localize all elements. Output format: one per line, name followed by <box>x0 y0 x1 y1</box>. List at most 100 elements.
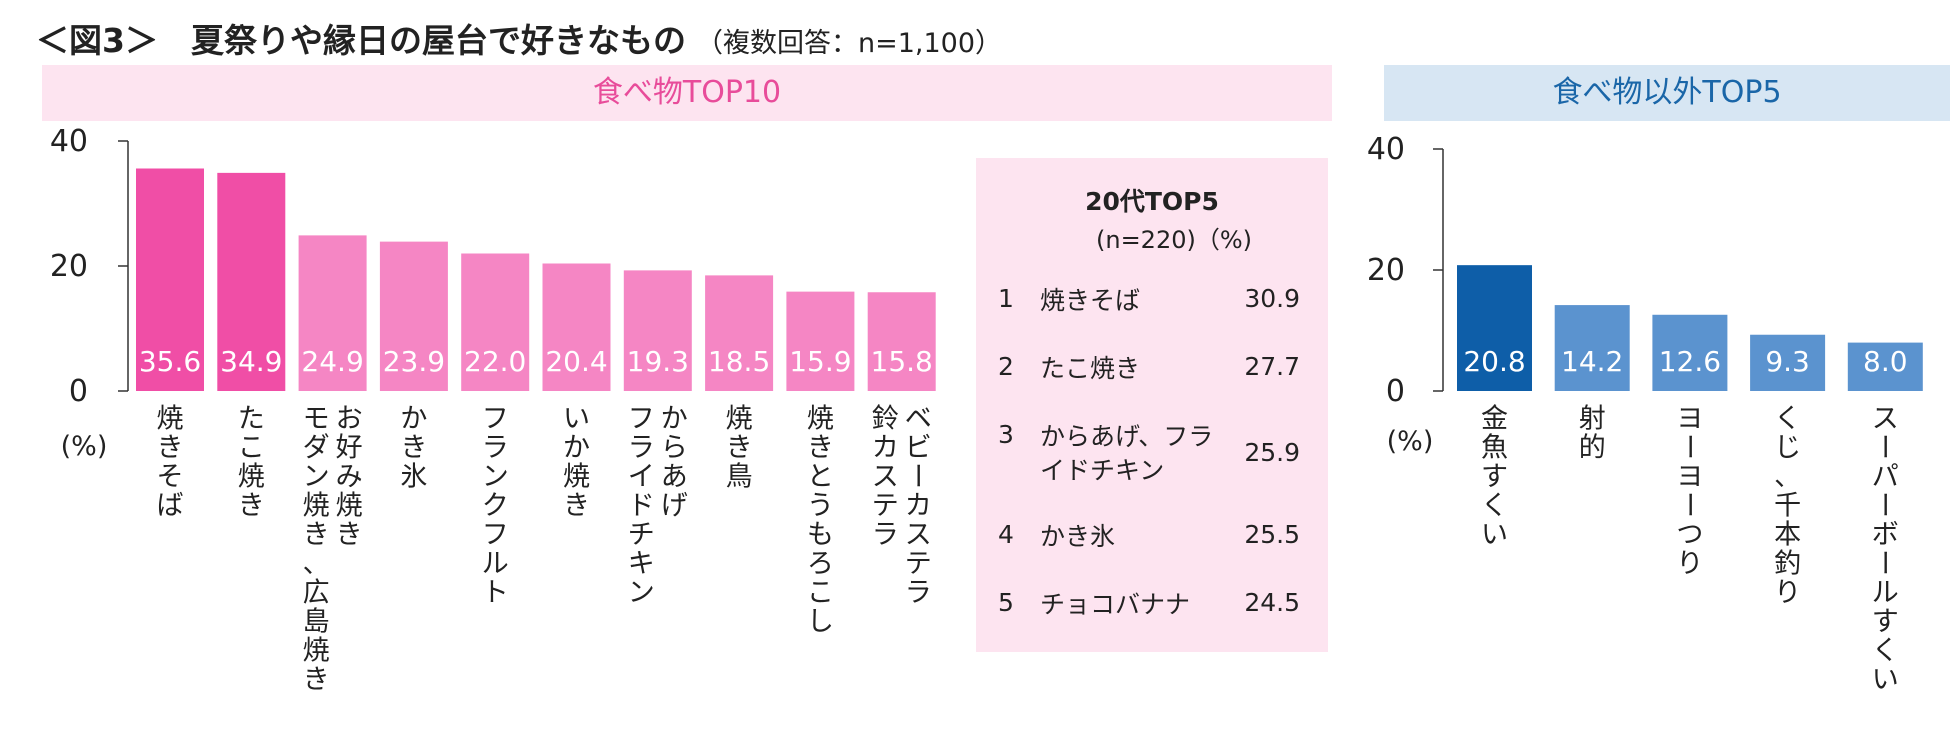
category-label-char: く <box>1481 491 1508 522</box>
rank-row: 4 かき氷 25.5 <box>976 516 1328 564</box>
category-label-char: ル <box>1872 578 1899 609</box>
rank-number: 4 <box>998 520 1014 549</box>
category-label-char: 氷 <box>400 462 427 493</box>
category-label-char: ベ <box>905 404 932 435</box>
category-label-char: ル <box>482 549 509 580</box>
category-label-char: ば <box>157 491 184 522</box>
bar <box>542 263 611 391</box>
category-label-char: き <box>336 520 363 551</box>
bar-value-label: 20.8 <box>1463 345 1525 378</box>
rank-row: 5 チョコバナナ 24.5 <box>976 584 1328 632</box>
y-tick-label: 40 <box>50 124 88 159</box>
rank-value: 25.5 <box>1244 520 1300 549</box>
bar-value-label: 15.9 <box>789 345 851 378</box>
category-label-char: イ <box>628 462 655 493</box>
y-tick-label: 0 <box>69 374 88 409</box>
category-label-char: 鳥 <box>726 462 753 493</box>
bar <box>136 168 204 391</box>
category-label-char: 的 <box>1579 433 1606 464</box>
y-axis-label: (%) <box>1387 426 1434 457</box>
category-label-char: 釣 <box>1774 549 1801 580</box>
category-label: 焼き鳥 <box>726 404 753 493</box>
y-tick-label: 40 <box>1367 132 1405 167</box>
bar-value-label: 12.6 <box>1659 345 1721 378</box>
bar-value-label: 23.9 <box>383 345 445 378</box>
rank-name: たこ焼き <box>1040 354 1141 383</box>
bar <box>461 253 530 391</box>
category-label-char: ー <box>1673 491 1704 518</box>
category-label-char: 焼 <box>336 491 363 522</box>
y-axis-label: (%) <box>61 431 108 462</box>
category-label: かき氷 <box>400 404 427 493</box>
category-label-char: き <box>238 491 265 522</box>
bar <box>298 235 367 391</box>
category-label-char: 焼 <box>303 636 330 667</box>
category-label-char: 焼 <box>726 404 753 435</box>
category-label-char: い <box>1481 520 1508 551</box>
bar <box>1457 265 1532 391</box>
category-label-char: く <box>1872 636 1899 667</box>
category-label-char: フ <box>482 404 509 435</box>
category-label-char: ー <box>1868 491 1899 518</box>
rank-value: 25.9 <box>1244 438 1300 467</box>
category-label-char: ダ <box>303 433 330 464</box>
category-label-char: ろ <box>807 549 834 580</box>
y-tick-label: 20 <box>1367 253 1405 288</box>
bar-value-label: 14.2 <box>1561 345 1623 378</box>
bar <box>786 291 855 391</box>
category-label-char: こ <box>238 433 265 464</box>
category-label-char: ヨ <box>1676 462 1703 493</box>
category-label-char: ク <box>482 491 509 522</box>
category-label-char: 島 <box>303 607 330 638</box>
bar <box>623 270 692 391</box>
category-label-char: 焼 <box>157 404 184 435</box>
category-label-char: つ <box>1676 520 1703 551</box>
category-label-char: ヨ <box>1676 404 1703 435</box>
bar <box>867 292 936 391</box>
category-label-char: そ <box>157 462 184 493</box>
category-label-char: 魚 <box>1481 433 1508 464</box>
rank-number: 3 <box>998 420 1014 449</box>
rank-name: からあげ、フライドチキン <box>1040 422 1214 485</box>
twenties-top5-box: 20代TOP5 (n=220)（%) 1 焼きそば 30.9 2 たこ焼き 27… <box>976 158 1328 652</box>
bar-value-label: 22.0 <box>464 345 526 378</box>
bar <box>1750 334 1826 391</box>
rank-name: チョコバナナ <box>1040 590 1191 619</box>
category-label-char: ラ <box>905 578 932 609</box>
category-label-char: カ <box>905 491 932 522</box>
category-label-char: 本 <box>1774 520 1801 551</box>
category-label-char: き <box>807 433 834 464</box>
rank-number: 5 <box>998 588 1014 617</box>
category-label-char: 焼 <box>238 462 265 493</box>
other-section-header: 食べ物以外TOP5 <box>1384 65 1950 121</box>
rank-name: 焼きそば <box>1040 286 1141 315</box>
category-label-char: ラ <box>628 433 655 464</box>
category-label-char: お <box>336 404 363 435</box>
category-label-char: 、 <box>303 549 330 580</box>
category-label-char: モ <box>303 404 330 435</box>
category-label-char: す <box>1481 462 1508 493</box>
rank-value: 30.9 <box>1244 284 1300 313</box>
category-label-char: ト <box>482 578 509 609</box>
category-label-char: ー <box>901 462 932 489</box>
category-label-char: 焼 <box>807 404 834 435</box>
rank-box-title: 20代TOP5 <box>1085 187 1219 216</box>
category-label-char: き <box>303 665 330 696</box>
y-tick-label: 0 <box>1386 374 1405 409</box>
chart-title-text: ＜図3＞ 夏祭りや縁日の屋台で好きなもの <box>36 21 686 60</box>
bar <box>705 275 774 391</box>
bar <box>1554 305 1630 391</box>
category-label-char: こ <box>807 578 834 609</box>
category-label: 射的 <box>1579 404 1606 464</box>
bar-value-label: 18.5 <box>708 345 770 378</box>
bar-value-label: 34.9 <box>220 345 282 378</box>
rank-number: 2 <box>998 352 1014 381</box>
category-label-char: ー <box>1868 433 1899 460</box>
bar <box>217 172 286 391</box>
